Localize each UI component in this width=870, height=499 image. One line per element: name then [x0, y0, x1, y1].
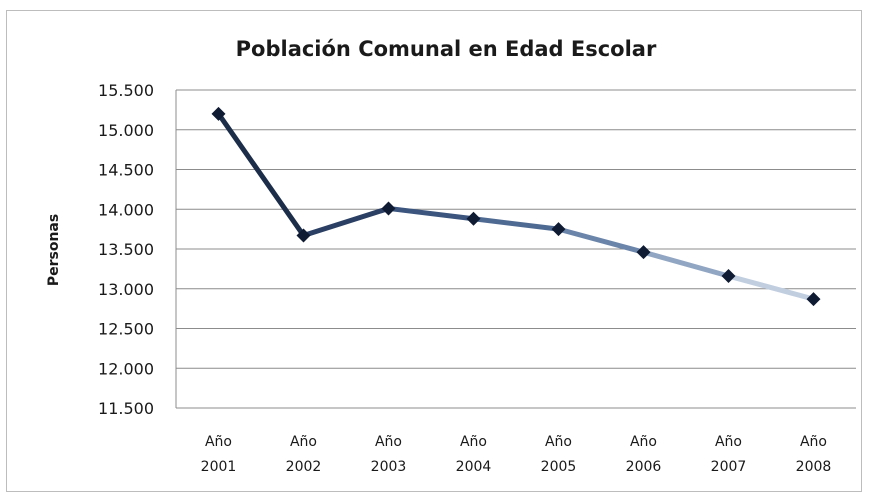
- data-point: [721, 269, 736, 284]
- data-point: [551, 222, 566, 237]
- x-tick-label: Año: [290, 434, 317, 450]
- data-point: [466, 211, 481, 226]
- y-tick-label: 11.500: [98, 399, 154, 418]
- x-tick-label: 2008: [796, 459, 832, 475]
- x-tick-label: Año: [205, 434, 232, 450]
- x-tick-label: Año: [800, 434, 827, 450]
- y-tick-label: 14.500: [98, 161, 154, 180]
- x-tick-label: 2004: [456, 459, 492, 475]
- x-tick-label: 2006: [626, 459, 662, 475]
- line-segment: [641, 249, 731, 279]
- line-segment: [556, 226, 646, 255]
- y-tick-labels: 11.500 12.000 12.500 13.000 13.500 14.000 14.5…: [98, 81, 154, 418]
- data-point: [211, 106, 226, 121]
- x-tick-label: 2007: [711, 459, 747, 475]
- series-line: [216, 111, 816, 302]
- y-tick-label: 13.000: [98, 280, 154, 299]
- x-tick-label: 2001: [201, 459, 237, 475]
- y-tick-label: 15.500: [98, 81, 154, 100]
- x-tick-label: Año: [545, 434, 572, 450]
- line-segment: [726, 273, 816, 302]
- data-point: [636, 245, 651, 260]
- y-tick-label: 15.000: [98, 121, 154, 140]
- x-tick-label: Año: [375, 434, 402, 450]
- x-tick-label: 2002: [286, 459, 322, 475]
- y-tick-label: 12.500: [98, 320, 154, 339]
- data-point: [806, 292, 821, 307]
- line-segment: [216, 111, 306, 238]
- x-tick-label: Año: [460, 434, 487, 450]
- line-segment: [386, 205, 476, 222]
- series-markers: [211, 106, 821, 307]
- y-tick-label: 12.000: [98, 359, 154, 378]
- line-segment: [471, 216, 561, 232]
- gridlines: [175, 89, 856, 409]
- data-point: [381, 201, 396, 216]
- x-tick-label: 2005: [541, 459, 577, 475]
- x-tick-label: 2003: [371, 459, 407, 475]
- y-tick-label: 14.000: [98, 200, 154, 219]
- y-axis-label: Personas: [46, 214, 62, 286]
- x-tick-label: Año: [715, 434, 742, 450]
- x-tick-labels: Año 2001 Año 2002 Año 2003 Año 2004 Año 2005 Año 20…: [201, 434, 832, 475]
- chart-title: Población Comunal en Edad Escolar: [236, 37, 657, 61]
- line-segment: [301, 205, 391, 238]
- x-tick-label: Año: [630, 434, 657, 450]
- data-point: [296, 228, 311, 243]
- y-tick-label: 13.500: [98, 240, 154, 259]
